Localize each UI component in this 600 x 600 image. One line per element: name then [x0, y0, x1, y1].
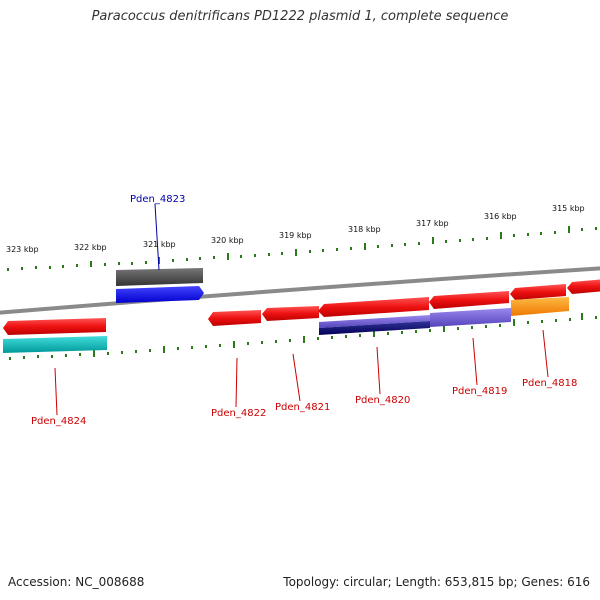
leader-line-pden-4819 — [472, 337, 478, 386]
accession-text: Accession: NC_008688 — [8, 575, 145, 589]
leader-line-pden-4823 — [154, 203, 160, 271]
gene-label-pden-4822[interactable]: Pden_4822 — [211, 408, 266, 419]
gene-arrow-partial-right[interactable] — [567, 279, 600, 294]
cog-block-pden-4820-navy[interactable] — [319, 321, 430, 335]
cog-block-pden-4820-purple[interactable] — [319, 315, 430, 328]
gene-label-pden-4824[interactable]: Pden_4824 — [31, 416, 86, 427]
cog-block-pden-4824[interactable] — [3, 336, 107, 353]
scale-label-321kbp: 321 kbp — [143, 240, 176, 249]
leader-line-pden-4818 — [542, 329, 549, 378]
gene-label-pden-4819[interactable]: Pden_4819 — [452, 386, 507, 397]
gene-label-pden-4818[interactable]: Pden_4818 — [522, 378, 577, 389]
gene-arrow-pden-4823[interactable] — [116, 286, 204, 303]
gene-arrow-pden-4824[interactable] — [3, 318, 106, 335]
cog-block-pden-4819[interactable] — [430, 308, 511, 327]
topology-summary: Topology: circular; Length: 653,815 bp; … — [283, 575, 590, 589]
scale-label-322kbp: 322 kbp — [74, 243, 107, 252]
leader-line-pden-4824 — [54, 367, 58, 416]
scale-label-323kbp: 323 kbp — [6, 245, 39, 254]
scale-label-319kbp: 319 kbp — [279, 231, 312, 240]
plasmid-backbone — [0, 266, 600, 315]
gene-label-pden-4820[interactable]: Pden_4820 — [355, 395, 410, 406]
scale-label-317kbp: 317 kbp — [416, 219, 449, 228]
leader-line-pden-4822 — [235, 357, 238, 408]
lower-scale-ticks — [9, 313, 597, 360]
gene-arrow-pden-4819[interactable] — [429, 291, 509, 309]
scale-label-316kbp: 316 kbp — [484, 212, 517, 221]
map-title: Paracoccus denitrificans PD1222 plasmid … — [91, 9, 509, 24]
scale-label-320kbp: 320 kbp — [211, 236, 244, 245]
gene-arrow-pden-4822[interactable] — [208, 310, 261, 326]
gene-label-pden-4821[interactable]: Pden_4821 — [275, 402, 330, 413]
scale-label-315kbp: 315 kbp — [552, 204, 585, 213]
leader-line-pden-4821 — [292, 353, 301, 402]
cog-block-pden-4818[interactable] — [511, 297, 569, 316]
scale-label-318kbp: 318 kbp — [348, 225, 381, 234]
gene-arrow-pden-4820[interactable] — [318, 297, 429, 317]
gene-arrow-pden-4818[interactable] — [510, 284, 566, 300]
gene-arrow-pden-4821[interactable] — [262, 306, 319, 321]
gene-label-pden-4823[interactable]: Pden_4823 — [130, 194, 185, 205]
leader-line-pden-4820 — [376, 346, 381, 395]
cog-block-pden-4823[interactable] — [116, 268, 203, 286]
